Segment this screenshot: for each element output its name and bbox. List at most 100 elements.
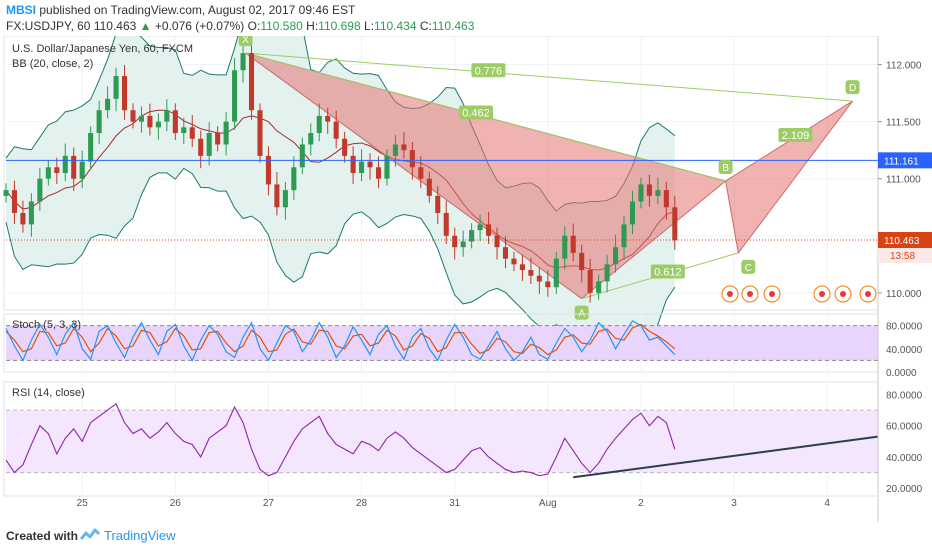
- bollinger-label: BB (20, close, 2): [12, 58, 93, 70]
- candle-body: [587, 270, 593, 293]
- candle-body: [189, 127, 195, 139]
- rsi-tick-label: 80.0000: [886, 390, 923, 401]
- candle: [232, 57, 238, 130]
- high-value: 110.698: [318, 19, 361, 33]
- close-value: 110.463: [431, 19, 475, 33]
- candle: [562, 226, 568, 270]
- candle: [435, 186, 441, 224]
- candle-body: [54, 167, 60, 173]
- candle-body: [113, 75, 119, 99]
- candle: [392, 134, 398, 167]
- time-tick-label: 2: [638, 498, 644, 509]
- pattern-point-a: A: [574, 305, 589, 320]
- countdown-bg: [878, 248, 932, 264]
- candle: [477, 214, 483, 242]
- candle-body: [613, 247, 619, 265]
- pattern-point-label: X: [242, 36, 249, 46]
- candle: [672, 196, 678, 250]
- stoch-label: Stoch (5, 3, 3): [12, 319, 81, 331]
- open-label: O:: [247, 19, 261, 33]
- candle: [138, 106, 144, 133]
- candle-body: [375, 167, 382, 179]
- candle-body: [452, 235, 458, 248]
- candle: [528, 257, 534, 284]
- pattern-ratio-badge: [650, 264, 685, 279]
- economic-event-icon: [813, 285, 831, 303]
- rsi-tick-label: 20.0000: [886, 484, 923, 495]
- candle: [71, 147, 77, 192]
- candle: [325, 107, 331, 134]
- candle-body: [198, 138, 204, 156]
- candle: [147, 103, 153, 136]
- candle: [460, 230, 466, 257]
- candle: [579, 244, 585, 283]
- pattern-point-c: C: [741, 259, 756, 274]
- candle-body: [663, 190, 669, 208]
- candle-body: [45, 167, 51, 179]
- price-axis[interactable]: 110.000110.500111.000111.500112.000111.1…: [877, 36, 932, 522]
- pattern-point-badge: [238, 36, 253, 47]
- rsi-label: RSI (14, close): [12, 387, 85, 399]
- pattern-point-label: C: [745, 263, 752, 274]
- footer: Created with TradingView: [0, 522, 932, 550]
- horizontal-line-label-bg: [878, 152, 932, 169]
- current-price-label: 110.463 13:58: [878, 232, 932, 264]
- candle: [299, 137, 305, 175]
- stoch-k-line: [5, 320, 676, 362]
- stoch-tick-label: 80.0000: [886, 322, 923, 333]
- candle-body: [655, 190, 661, 196]
- candle-body: [257, 110, 263, 156]
- pattern-ratio-value: 0.612: [654, 266, 682, 278]
- horizontal-line-value: 111.161: [884, 156, 919, 167]
- candle-body: [223, 121, 229, 145]
- published-text: published on TradingView.com, August 02,…: [39, 3, 356, 17]
- economic-event-icon: [741, 285, 759, 303]
- pattern-xd-line: [245, 52, 853, 102]
- candle: [282, 181, 288, 220]
- candle-body: [579, 252, 585, 271]
- time-tick-label: 25: [77, 498, 89, 509]
- stoch-tick-label: 0.0000: [886, 368, 917, 379]
- candle: [198, 130, 204, 169]
- time-tick-label: 31: [449, 498, 461, 509]
- candle: [621, 216, 627, 260]
- ohlc-line: FX:USDJPY, 60 110.463 ▲ +0.076 (+0.07%) …: [6, 19, 474, 33]
- candle: [655, 177, 661, 205]
- candle: [291, 156, 297, 200]
- candle: [240, 44, 246, 83]
- candle: [638, 177, 644, 209]
- event-icon-dot: [819, 291, 825, 297]
- tradingview-brand[interactable]: TradingView: [104, 528, 176, 543]
- tradingview-logo-icon: [80, 528, 100, 540]
- price-tick-label: 111.000: [886, 175, 921, 186]
- price-tick-label: 112.000: [886, 61, 922, 72]
- candle: [486, 212, 492, 245]
- candle: [443, 200, 449, 245]
- event-icon-dot: [769, 291, 775, 297]
- event-icon-dot: [727, 291, 733, 297]
- candle: [629, 190, 636, 234]
- candle: [181, 117, 187, 145]
- candle: [189, 115, 195, 147]
- rsi-line: [5, 403, 676, 477]
- candle-body: [460, 241, 466, 248]
- candle-body: [265, 155, 271, 185]
- publisher-name[interactable]: MBSI: [6, 3, 36, 17]
- candle-body: [11, 190, 18, 213]
- economic-event-icon: [834, 285, 852, 303]
- candle: [105, 86, 111, 119]
- candle: [367, 153, 373, 180]
- pattern-ratio-badge: [471, 63, 506, 78]
- chart-area[interactable]: X A B C D 0.776 0.462 2.109 0.612 U.S. Dollar/Jap…: [0, 36, 932, 522]
- candle-body: [596, 281, 602, 293]
- candle-body: [215, 133, 221, 145]
- candle: [401, 132, 407, 159]
- candle-body: [28, 201, 34, 225]
- time-tick-label: 3: [731, 498, 737, 509]
- pattern-point-b: B: [718, 159, 733, 174]
- candle-body: [172, 110, 178, 134]
- pattern-ratio-label: 0.776: [471, 63, 506, 78]
- candle-body: [282, 190, 288, 208]
- pattern-ratio-label: 0.462: [458, 105, 493, 120]
- candle: [553, 251, 559, 295]
